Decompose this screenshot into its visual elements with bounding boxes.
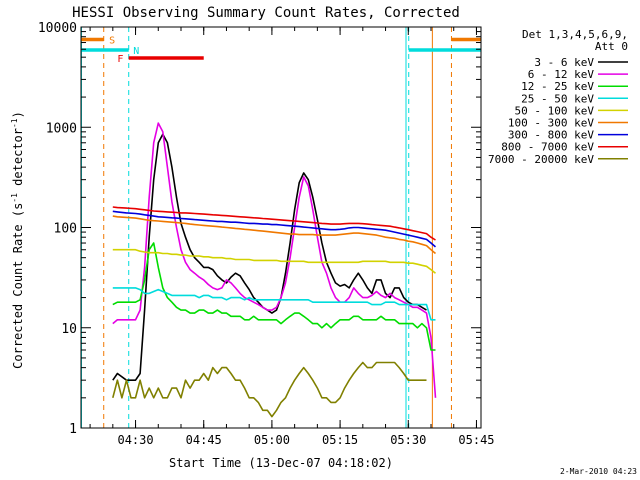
- legend-label-6: 300 - 800 keV: [508, 129, 594, 142]
- series-line-2: [112, 242, 436, 351]
- series-line-4: [112, 248, 436, 274]
- series-line-3: [112, 287, 436, 321]
- flag-label-n: N: [133, 46, 139, 57]
- axis-ticks: 04:30 04:45 05:00 05:15 05:30 05:45 1 10 100 1000…: [38, 21, 495, 447]
- x-tick-label: 05:30: [390, 433, 426, 447]
- series-line-6: [112, 210, 437, 248]
- legend-label-2: 12 - 25 keV: [521, 80, 594, 93]
- legend-label-8: 7000 - 20000 keV: [488, 153, 594, 166]
- series-line-0: [112, 133, 427, 382]
- legend-label-3: 25 - 50 keV: [521, 92, 594, 105]
- x-tick-label: 04:45: [186, 433, 222, 447]
- legend-label-5: 100 - 300 keV: [508, 117, 594, 130]
- y-tick-label: 1: [69, 422, 77, 437]
- y-axis-label-exp1: -1: [10, 193, 19, 203]
- flag-label-s: S: [109, 36, 115, 47]
- flag-label-f: F: [117, 54, 123, 65]
- series-line-7: [112, 206, 436, 241]
- legend-header-detectors: Det 1,3,4,5,6,9,: [522, 28, 628, 41]
- y-axis-label-main: Corrected Count Rate (s: [11, 203, 25, 369]
- y-tick-label: 10000: [38, 21, 77, 36]
- y-axis-label-end: ): [11, 111, 25, 118]
- y-tick-label: 10: [61, 322, 77, 337]
- series-line-8: [112, 361, 427, 418]
- series-line-1: [112, 122, 437, 398]
- y-axis-label-mid: detector: [11, 128, 25, 193]
- footer-date: 2-Mar-2010 04:23: [560, 467, 637, 476]
- x-tick-label: 04:30: [117, 433, 153, 447]
- x-tick-label: 05:00: [254, 433, 290, 447]
- y-tick-label: 100: [54, 222, 77, 237]
- legend-label-4: 50 - 100 keV: [515, 104, 595, 117]
- legend-label-7: 800 - 7000 keV: [501, 141, 594, 154]
- legend-header-attenuator: Att 0: [595, 40, 628, 53]
- plot-area: [81, 27, 452, 428]
- x-tick-label: 05:45: [458, 433, 494, 447]
- x-axis-label: Start Time (13-Dec-07 04:18:02): [169, 456, 393, 470]
- y-tick-label: 1000: [46, 121, 77, 136]
- legend-label-1: 6 - 12 keV: [528, 68, 595, 81]
- x-tick-label: 05:15: [322, 433, 358, 447]
- flag-bars: S NF: [81, 36, 481, 65]
- series-line-5: [112, 215, 437, 255]
- y-axis-label: Corrected Count Rate (s-1 detector-1): [10, 111, 25, 369]
- y-axis-label-exp2: -1: [10, 118, 19, 128]
- chart-title: HESSI Observing Summary Count Rates, Cor…: [72, 5, 460, 21]
- legend-label-0: 3 - 6 keV: [534, 56, 594, 69]
